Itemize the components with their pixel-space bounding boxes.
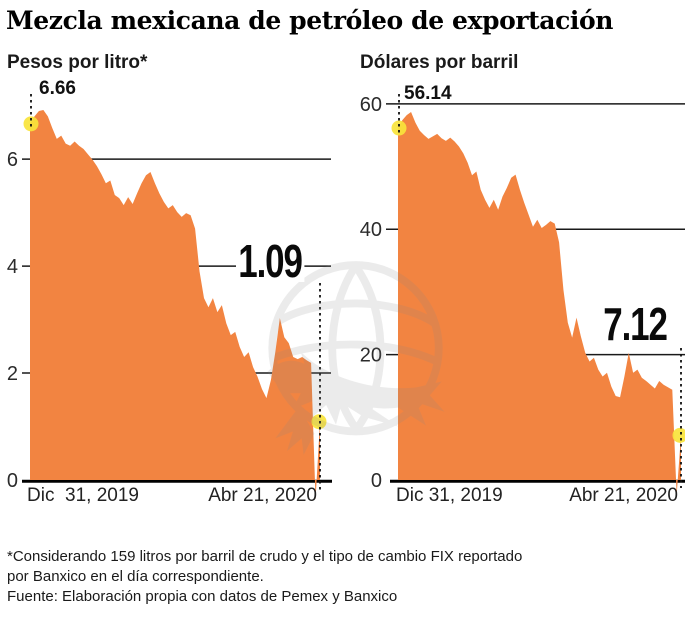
start-marker-dot (23, 116, 39, 132)
start-value-label-dolares: 56.14 (404, 83, 452, 104)
y-tick-label: 4 (7, 256, 18, 278)
start-marker-dot (391, 120, 407, 136)
page-title: Mezcla mexicana de petróleo de exportaci… (6, 6, 614, 35)
x-axis-end-label-left: Abr 21, 2020 (208, 485, 317, 506)
y-tick-label: 0 (371, 470, 382, 492)
footnote-line-2: por Banxico en el día correspondiente. (7, 568, 264, 585)
y-tick-label: 60 (360, 94, 382, 116)
end-value-label-dolares: 7.12 (601, 301, 670, 347)
area-series (30, 109, 320, 500)
y-tick-label: 2 (7, 363, 18, 385)
x-axis-start-label-right: Dic 31, 2019 (396, 485, 503, 506)
end-marker-dot (311, 414, 327, 430)
chart-left-subtitle: Pesos por litro* (7, 52, 148, 73)
area-series (398, 111, 681, 495)
x-axis-end-label-right: Abr 21, 2020 (569, 485, 678, 506)
area-chart-pesos-por-litro: 0 2 4 6 (7, 94, 332, 500)
y-tick-label: 20 (360, 345, 382, 367)
start-value-label-pesos: 6.66 (39, 78, 76, 99)
x-axis-start-label-left: Dic 31, 2019 (27, 485, 139, 506)
y-tick-label: 6 (7, 149, 18, 171)
footnote-line-1: *Considerando 159 litros por barril de c… (7, 548, 523, 565)
area-chart-dolares-por-barril: 0 20 40 60 (360, 94, 685, 495)
y-tick-label: 40 (360, 219, 382, 241)
footnote-line-3: Fuente: Elaboración propia con datos de … (7, 588, 398, 605)
chart-right-subtitle: Dólares por barril (360, 52, 519, 73)
end-value-label-pesos: 1.09 (236, 238, 305, 284)
y-tick-label: 0 (7, 470, 18, 492)
